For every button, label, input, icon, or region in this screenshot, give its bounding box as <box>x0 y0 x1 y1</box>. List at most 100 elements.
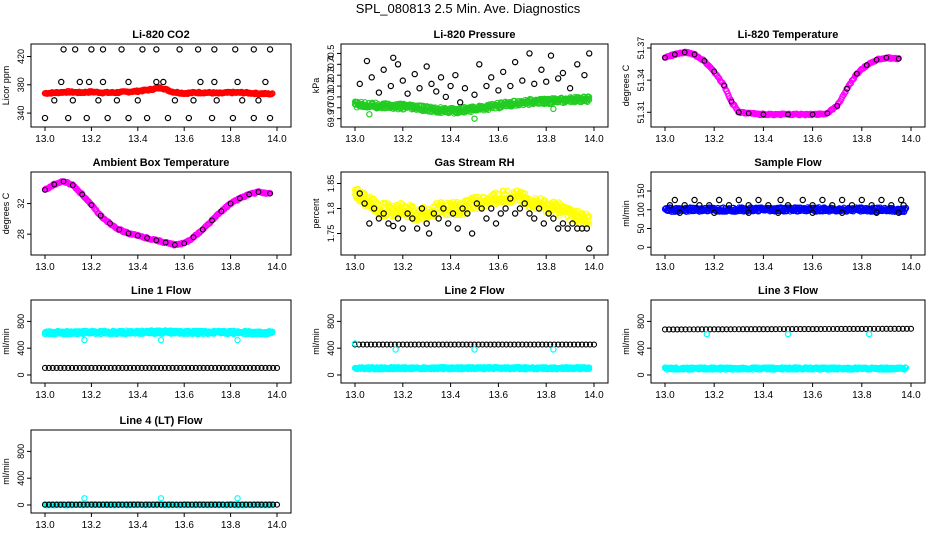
x-tick-label: 14.0 <box>267 134 287 145</box>
y-tick-label: 420 <box>16 49 26 64</box>
data-point <box>495 341 502 348</box>
x-tick-label: 13.8 <box>221 262 241 273</box>
x-tick-label: 13.2 <box>704 390 724 401</box>
data-point <box>838 325 845 333</box>
data-point <box>60 46 67 53</box>
x-tick-label: 13.0 <box>35 390 55 401</box>
data-point <box>363 57 371 65</box>
data-point <box>543 78 550 85</box>
data-point <box>409 202 416 209</box>
x-tick-label: 13.8 <box>852 262 872 273</box>
data-point <box>662 54 668 61</box>
data-point <box>440 205 447 212</box>
y-tick-label: 69.9 <box>326 110 336 128</box>
data-point <box>735 109 742 116</box>
data-point <box>266 46 274 53</box>
y-axis-label: ml/min <box>311 328 321 355</box>
data-point <box>418 205 426 212</box>
data-point <box>200 501 207 508</box>
data-point <box>883 54 890 61</box>
data-point <box>586 341 594 348</box>
data-point <box>212 364 219 372</box>
x-tick-label: 13.8 <box>221 390 241 401</box>
data-point <box>411 70 418 78</box>
data-point <box>95 97 102 104</box>
data-point <box>842 325 849 333</box>
data-point <box>72 501 79 508</box>
data-point <box>211 78 218 86</box>
data-point <box>834 325 841 333</box>
data-point <box>447 82 454 90</box>
chart-title: Line 3 Flow <box>758 285 818 297</box>
y-tick-label: 51.31 <box>636 101 646 124</box>
data-point <box>162 239 169 246</box>
x-tick-label: 13.6 <box>174 390 194 401</box>
data-point <box>49 364 56 372</box>
data-point <box>99 501 107 508</box>
data-point <box>428 80 435 88</box>
data-point <box>177 364 184 372</box>
page-title: SPL_080813 2.5 Min. Ave. Diagnostics <box>355 1 581 16</box>
data-point <box>88 501 95 508</box>
data-point <box>208 364 215 372</box>
data-point <box>399 77 406 84</box>
data-point <box>176 46 183 53</box>
data-point <box>125 78 132 86</box>
data-point <box>394 215 402 222</box>
data-point <box>809 209 816 216</box>
data-point <box>873 56 880 63</box>
data-point <box>853 70 860 77</box>
data-point <box>262 364 269 372</box>
data-point <box>57 501 64 508</box>
data-point <box>670 326 677 333</box>
plot-frame <box>650 43 926 128</box>
x-tick-label: 13.0 <box>345 390 365 401</box>
y-tick-label: 32 <box>16 199 26 209</box>
data-point <box>686 326 693 333</box>
data-point <box>185 501 192 508</box>
data-point <box>681 202 688 209</box>
data-point <box>575 341 582 348</box>
data-point <box>169 364 176 372</box>
y-axis-label: ml/min <box>1 328 11 355</box>
data-point <box>554 75 562 82</box>
data-point <box>903 364 910 371</box>
data-point <box>113 97 121 104</box>
data-point <box>223 501 230 508</box>
data-point <box>666 202 674 209</box>
data-point <box>586 94 593 101</box>
y-tick-label: 50 <box>636 223 646 233</box>
data-point <box>691 196 698 204</box>
data-point <box>161 501 168 508</box>
data-point <box>134 232 141 239</box>
data-point <box>745 209 752 216</box>
x-tick-label: 13.2 <box>393 134 413 145</box>
y-tick-label: 1.75 <box>326 225 336 243</box>
data-point <box>146 501 153 508</box>
data-point <box>64 114 72 122</box>
data-point <box>65 364 72 372</box>
data-point <box>690 326 697 333</box>
data-point <box>475 341 482 348</box>
data-point <box>895 325 902 332</box>
chart-title: Li-820 Temperature <box>738 29 839 41</box>
data-point <box>507 82 514 90</box>
data-point <box>173 501 180 508</box>
data-point <box>177 501 184 508</box>
data-point <box>41 501 49 508</box>
x-tick-label: 13.0 <box>35 134 55 145</box>
data-point <box>111 364 118 372</box>
x-tick-label: 13.2 <box>393 262 413 273</box>
x-tick-label: 13.0 <box>655 134 675 145</box>
data-point <box>473 200 481 207</box>
data-point <box>142 501 149 508</box>
data-point <box>204 501 211 508</box>
data-point <box>394 61 402 68</box>
data-point <box>848 202 856 209</box>
data-point <box>511 210 519 217</box>
plot-frame <box>340 43 609 128</box>
data-point <box>115 364 122 372</box>
data-point <box>858 196 866 204</box>
data-point <box>878 196 885 204</box>
